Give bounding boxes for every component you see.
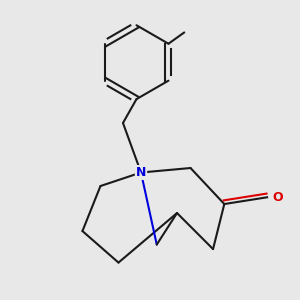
Text: N: N	[136, 166, 146, 179]
Text: O: O	[272, 191, 283, 204]
